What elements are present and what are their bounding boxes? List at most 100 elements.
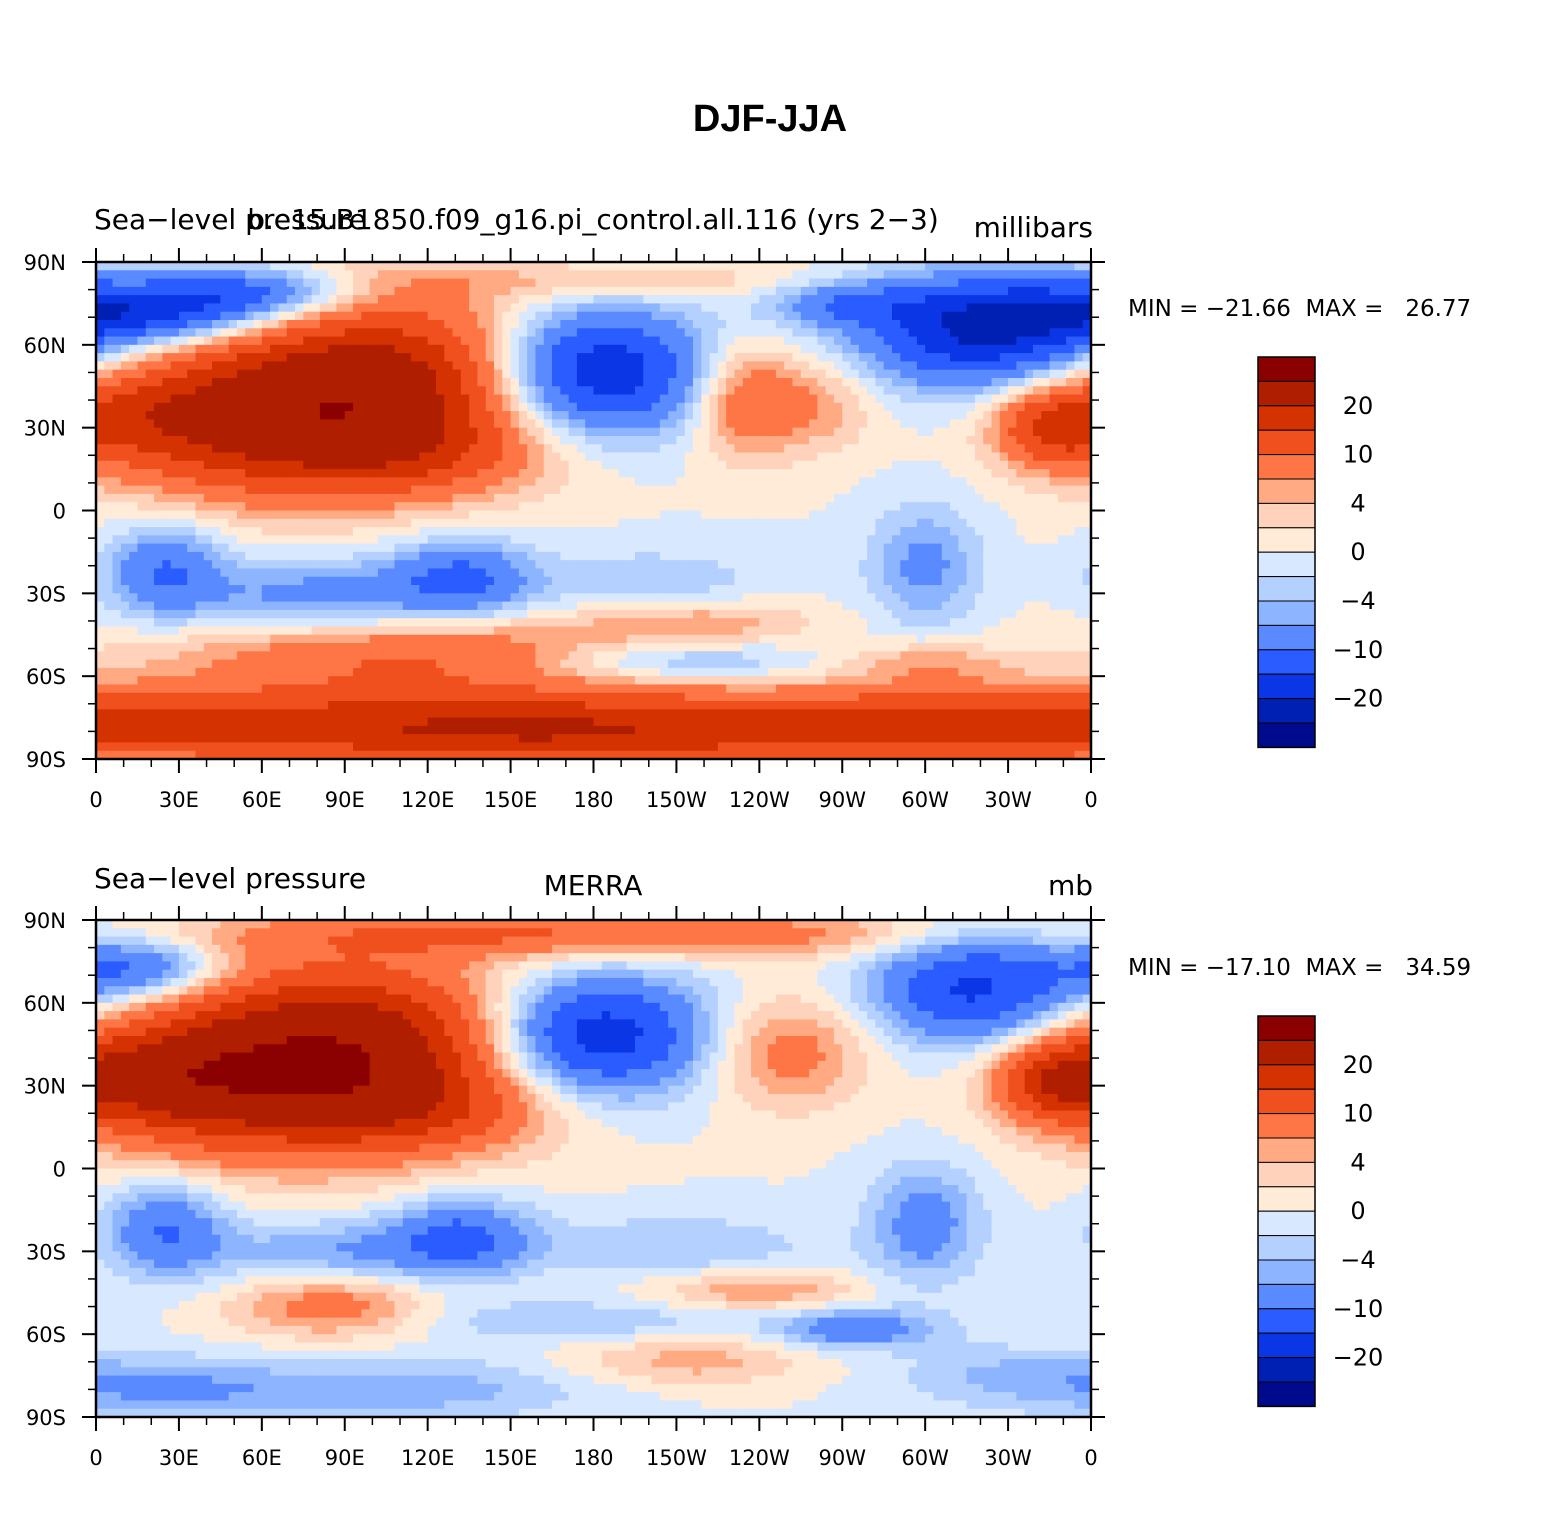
colorbar-box	[1257, 1210, 1316, 1237]
y-tick-label: 30S	[26, 1240, 66, 1264]
contour-map	[96, 262, 1092, 760]
x-tick-label: 90E	[325, 1446, 365, 1470]
colorbar-box	[1257, 1283, 1316, 1310]
colorbar-box	[1257, 1259, 1316, 1285]
colorbar-box	[1257, 576, 1316, 602]
x-tick-label: 30E	[159, 1446, 199, 1470]
colorbar-box	[1257, 673, 1316, 700]
x-tick-label: 0	[1084, 788, 1097, 812]
colorbar-box	[1257, 649, 1316, 675]
colorbar-label: 10	[1343, 441, 1374, 469]
colorbar-box	[1257, 478, 1316, 504]
colorbar-label: 20	[1343, 392, 1374, 420]
x-tick-label: 120W	[729, 1446, 790, 1470]
colorbar-label: 4	[1350, 1148, 1365, 1176]
panel-units: mb	[1048, 869, 1093, 902]
x-tick-label: 0	[1084, 1446, 1097, 1470]
colorbar-box	[1257, 1039, 1316, 1066]
colorbar-box	[1257, 380, 1316, 407]
colorbar-box	[1257, 502, 1316, 529]
x-tick-label: 150E	[484, 788, 537, 812]
y-tick-label: 0	[53, 1158, 66, 1182]
map-axes: 0 30E 60E 90E 120E 150E 180 150W 120W 90W 60W 30W 09…	[24, 248, 1105, 812]
y-tick-label: 30N	[24, 417, 66, 441]
x-tick-label: 150W	[646, 788, 707, 812]
colorbar-box	[1257, 624, 1316, 651]
x-tick-label: 30E	[159, 788, 199, 812]
colorbar: 20 10 4 0 −4 −10 −20	[1257, 356, 1384, 749]
colorbar: 20 10 4 0 −4 −10 −20	[1257, 1015, 1384, 1408]
colorbar-box	[1257, 1015, 1316, 1041]
colorbar-box	[1257, 600, 1316, 626]
colorbar-label: −20	[1333, 1344, 1384, 1372]
x-tick-label: 60W	[901, 788, 949, 812]
x-tick-label: 60E	[242, 788, 282, 812]
x-tick-label: 90E	[325, 788, 365, 812]
y-tick-label: 60S	[26, 665, 66, 689]
panel-left-title: Sea−level pressure	[94, 862, 366, 895]
y-tick-label: 90S	[26, 1406, 66, 1430]
x-tick-label: 60E	[242, 1446, 282, 1470]
colorbar-box	[1257, 551, 1316, 578]
y-tick-label: 30S	[26, 582, 66, 606]
colorbar-label: 10	[1343, 1100, 1374, 1128]
colorbar-box	[1257, 405, 1316, 431]
colorbar-box	[1257, 1161, 1316, 1188]
colorbar-box	[1257, 1137, 1316, 1163]
x-tick-label: 150E	[484, 1446, 537, 1470]
x-tick-label: 60W	[901, 1446, 949, 1470]
colorbar-frame	[1257, 1015, 1316, 1408]
colorbar-label: −10	[1333, 636, 1384, 664]
colorbar-box	[1257, 1113, 1316, 1139]
colorbar-box	[1257, 527, 1316, 553]
colorbar-box	[1257, 698, 1316, 724]
x-tick-label: 180	[573, 1446, 613, 1470]
x-tick-label: 120E	[401, 788, 454, 812]
colorbar-box	[1257, 1064, 1316, 1090]
min-max-label: MIN = −21.66 MAX = 26.77	[1128, 296, 1471, 322]
panel-merra: Sea−level pressure MERRA mb 0 30E 60E 90E 12…	[24, 862, 1472, 1470]
min-max-label: MIN = −17.10 MAX = 34.59	[1128, 955, 1471, 981]
colorbar-label: −4	[1340, 587, 1375, 615]
x-tick-label: 180	[573, 788, 613, 812]
colorbar-box	[1257, 722, 1316, 748]
colorbar-label: −4	[1340, 1246, 1375, 1274]
figure-title: DJF-JJA	[693, 98, 847, 140]
x-tick-label: 30W	[984, 788, 1032, 812]
y-tick-label: 0	[53, 500, 66, 524]
panel-model: Sea−level pressure b.e15.B1850.f09_g16.p…	[24, 203, 1472, 812]
colorbar-box	[1257, 1186, 1316, 1212]
colorbar-label: 4	[1350, 489, 1365, 517]
panel-left-title: Sea−level pressure	[94, 203, 366, 236]
colorbar-box	[1257, 429, 1316, 456]
colorbar-box	[1257, 454, 1316, 480]
x-tick-label: 120W	[729, 788, 790, 812]
panel-center-title: b.e15.B1850.f09_g16.pi_control.all.116 (…	[247, 203, 939, 236]
y-tick-label: 30N	[24, 1075, 66, 1099]
y-tick-label: 60S	[26, 1323, 66, 1347]
colorbar-box	[1257, 1308, 1316, 1334]
y-tick-label: 90N	[24, 251, 66, 275]
y-tick-label: 90S	[26, 748, 66, 772]
y-tick-label: 90N	[24, 909, 66, 933]
colorbar-label: −10	[1333, 1295, 1384, 1323]
colorbar-box	[1257, 356, 1316, 382]
y-tick-label: 60N	[24, 334, 66, 358]
colorbar-label: −20	[1333, 685, 1384, 713]
colorbar-box	[1257, 1381, 1316, 1407]
colorbar-box	[1257, 1357, 1316, 1383]
x-tick-label: 30W	[984, 1446, 1032, 1470]
colorbar-box	[1257, 1088, 1316, 1115]
colorbar-label: 0	[1350, 538, 1365, 566]
colorbar-label: 20	[1343, 1051, 1374, 1079]
x-tick-label: 90W	[819, 788, 867, 812]
x-tick-label: 0	[89, 788, 102, 812]
x-tick-label: 120E	[401, 1446, 454, 1470]
x-tick-label: 150W	[646, 1446, 707, 1470]
panel-center-title: MERRA	[544, 869, 643, 902]
colorbar-label: 0	[1350, 1197, 1365, 1225]
x-tick-label: 90W	[819, 1446, 867, 1470]
y-tick-label: 60N	[24, 992, 66, 1016]
x-tick-label: 0	[89, 1446, 102, 1470]
